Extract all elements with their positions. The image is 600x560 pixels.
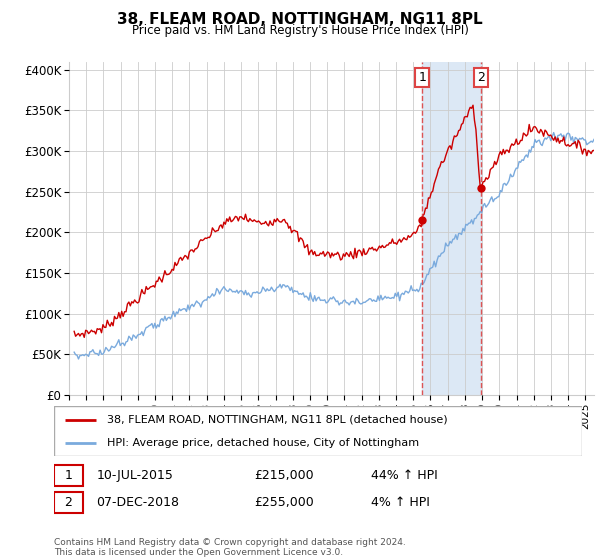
Text: Price paid vs. HM Land Registry's House Price Index (HPI): Price paid vs. HM Land Registry's House … (131, 24, 469, 37)
Text: 1: 1 (418, 71, 426, 85)
Bar (422, 62, 481, 395)
Text: 1: 1 (64, 469, 72, 482)
Text: 07-DEC-2018: 07-DEC-2018 (96, 496, 179, 509)
Text: 38, FLEAM ROAD, NOTTINGHAM, NG11 8PL (detached house): 38, FLEAM ROAD, NOTTINGHAM, NG11 8PL (de… (107, 414, 448, 424)
Text: 10-JUL-2015: 10-JUL-2015 (96, 469, 173, 482)
FancyBboxPatch shape (54, 492, 83, 513)
Text: 38, FLEAM ROAD, NOTTINGHAM, NG11 8PL: 38, FLEAM ROAD, NOTTINGHAM, NG11 8PL (117, 12, 483, 27)
Text: Contains HM Land Registry data © Crown copyright and database right 2024.
This d: Contains HM Land Registry data © Crown c… (54, 538, 406, 557)
Text: 2: 2 (64, 496, 72, 509)
FancyBboxPatch shape (54, 465, 83, 486)
Text: £215,000: £215,000 (254, 469, 314, 482)
Text: 44% ↑ HPI: 44% ↑ HPI (371, 469, 437, 482)
Text: £255,000: £255,000 (254, 496, 314, 509)
Text: 4% ↑ HPI: 4% ↑ HPI (371, 496, 430, 509)
Text: 2: 2 (477, 71, 485, 85)
Text: HPI: Average price, detached house, City of Nottingham: HPI: Average price, detached house, City… (107, 438, 419, 448)
